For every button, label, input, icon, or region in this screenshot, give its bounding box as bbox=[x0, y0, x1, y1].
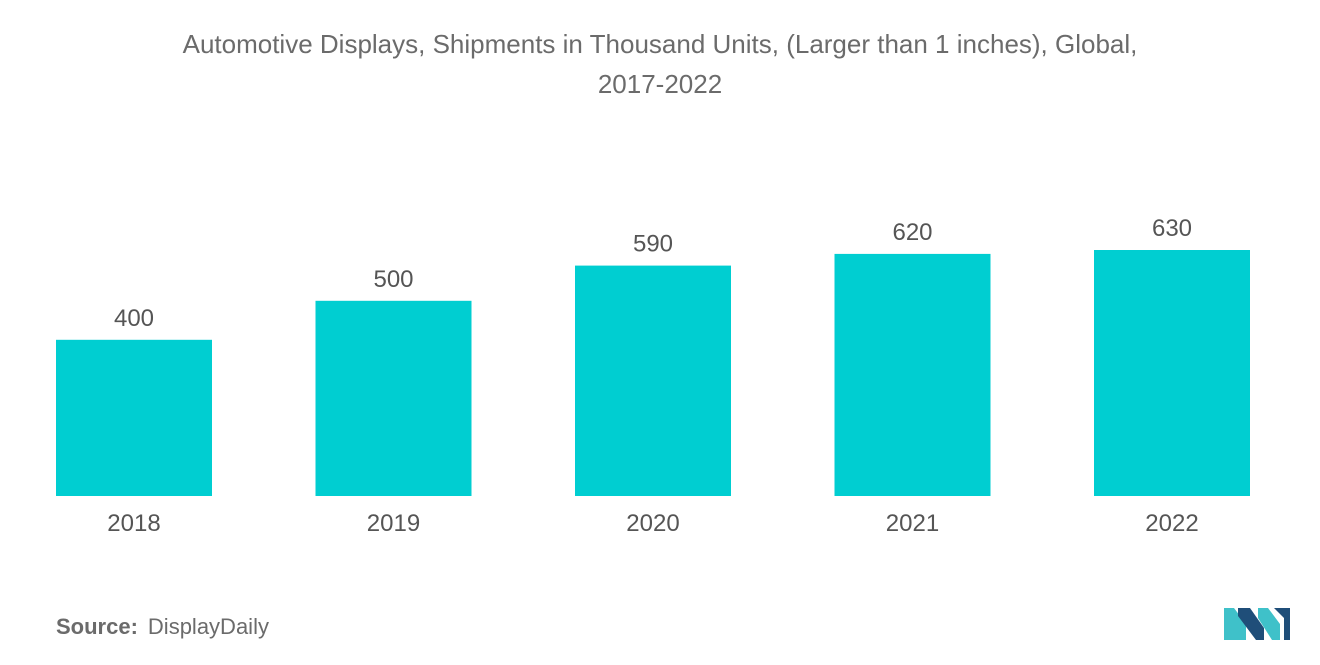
chart-title-line-1: Automotive Displays, Shipments in Thousa… bbox=[182, 29, 1138, 59]
bar-2019 bbox=[315, 300, 472, 496]
x-tick-label-2021: 2021 bbox=[886, 510, 939, 537]
x-tick-label-2022: 2022 bbox=[1145, 510, 1198, 537]
chart-title-line-2: 2017-2022 bbox=[597, 69, 723, 99]
data-label-2019: 500 bbox=[373, 266, 413, 293]
data-label-2018: 400 bbox=[114, 305, 154, 332]
source-note: Source: DisplayDaily bbox=[56, 614, 269, 640]
x-tick-label-2019: 2019 bbox=[367, 510, 420, 537]
source-label: Source: bbox=[56, 614, 138, 639]
brand-logo-icon bbox=[1224, 608, 1290, 640]
bar-2018 bbox=[56, 339, 212, 496]
chart-title: Automotive Displays, Shipments in Thousa… bbox=[0, 24, 1320, 104]
data-label-2021: 620 bbox=[892, 219, 932, 246]
data-label-2020: 590 bbox=[633, 231, 673, 258]
x-tick-label-2018: 2018 bbox=[107, 510, 160, 537]
bar-2022 bbox=[1094, 250, 1250, 496]
x-tick-label-2020: 2020 bbox=[626, 510, 679, 537]
data-label-2022: 630 bbox=[1152, 215, 1192, 242]
bar-2021 bbox=[834, 253, 991, 496]
source-value: DisplayDaily bbox=[147, 614, 269, 639]
bar-2020 bbox=[575, 265, 731, 496]
